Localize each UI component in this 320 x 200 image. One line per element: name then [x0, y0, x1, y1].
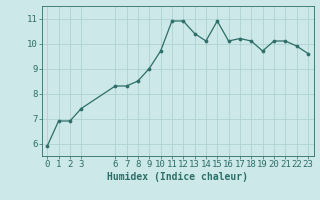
X-axis label: Humidex (Indice chaleur): Humidex (Indice chaleur)	[107, 172, 248, 182]
